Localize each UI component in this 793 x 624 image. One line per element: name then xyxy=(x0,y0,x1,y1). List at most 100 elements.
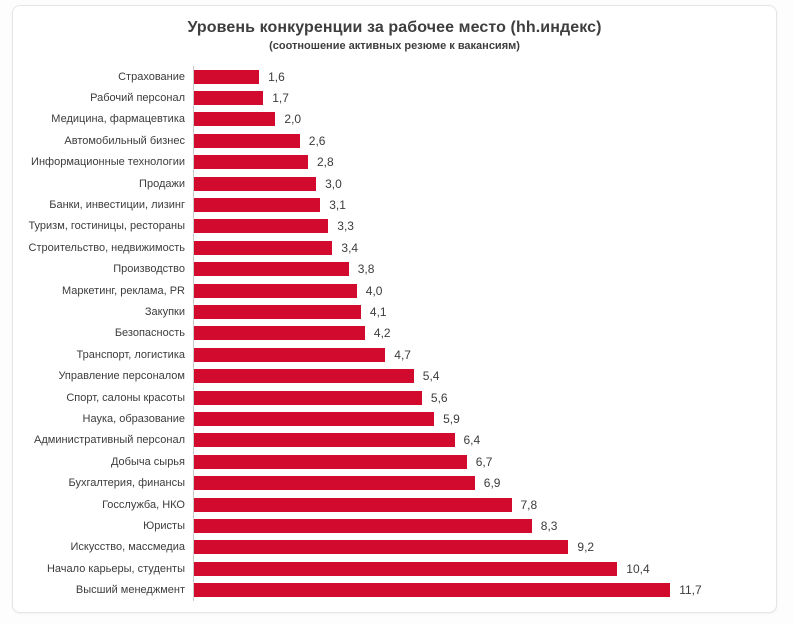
category-label: Юристы xyxy=(143,519,185,532)
value-label: 2,8 xyxy=(317,155,334,170)
chart-row: Наука, образование 5,9 xyxy=(13,408,776,430)
category-label: Транспорт, логистика xyxy=(76,348,185,361)
bar xyxy=(194,411,435,426)
plot-area: 5,6 xyxy=(193,386,776,409)
plot-area: 2,8 xyxy=(193,151,776,173)
value-label: 5,4 xyxy=(422,369,440,384)
category-label: Закупки xyxy=(144,305,185,318)
chart-card: Уровень конкуренции за рабочее место (hh… xyxy=(12,5,777,613)
plot-area: 10,4 xyxy=(193,557,776,580)
bar xyxy=(194,540,569,555)
value-label: 5,6 xyxy=(430,390,448,405)
value-label: 11,7 xyxy=(679,583,702,598)
bar xyxy=(194,133,300,148)
chart-row: Управление персоналом 5,4 xyxy=(13,365,776,387)
bar xyxy=(194,69,260,84)
plot-area: 5,9 xyxy=(193,408,776,430)
category-label: Управление персоналом xyxy=(58,370,185,383)
value-label: 4,7 xyxy=(394,347,411,362)
plot-area: 6,4 xyxy=(193,429,776,452)
category-label: Маркетинг, реклама, PR xyxy=(61,284,185,297)
bar xyxy=(194,262,349,277)
bar xyxy=(194,283,357,298)
chart-row: Маркетинг, реклама, PR 4,0 xyxy=(13,279,776,302)
bar xyxy=(194,91,264,106)
value-label: 9,2 xyxy=(577,540,595,555)
value-label: 1,7 xyxy=(272,91,289,106)
plot-area: 3,4 xyxy=(193,237,776,259)
plot-area: 3,1 xyxy=(193,194,776,216)
value-label: 3,0 xyxy=(325,176,342,191)
bar xyxy=(194,155,308,170)
chart-row: Безопасность 4,2 xyxy=(13,322,776,345)
bar xyxy=(194,497,512,512)
chart-row: Высший менеджмент 11,7 xyxy=(13,579,776,601)
bar xyxy=(194,433,455,448)
chart-row: Автомобильный бизнес 2,6 xyxy=(13,130,776,152)
value-label: 6,7 xyxy=(475,454,493,469)
bar xyxy=(194,561,618,576)
value-label: 4,0 xyxy=(365,283,383,298)
chart-row: Начало карьеры, студенты 10,4 xyxy=(13,557,776,580)
chart-row: Банки, инвестиции, лизинг 3,1 xyxy=(13,194,776,216)
chart-row: Юристы 8,3 xyxy=(13,515,776,537)
plot-area: 6,9 xyxy=(193,472,776,494)
plot-area: 4,2 xyxy=(193,322,776,345)
plot-area: 4,0 xyxy=(193,279,776,302)
chart-row: Закупки 4,1 xyxy=(13,301,776,323)
value-label: 3,3 xyxy=(337,219,354,234)
category-label: Бухгалтерия, финансы xyxy=(68,477,185,490)
category-label: Банки, инвестиции, лизинг xyxy=(49,199,185,212)
bar xyxy=(194,454,467,469)
category-label: Производство xyxy=(113,263,185,276)
category-label: Наука, образование xyxy=(82,412,185,425)
bar xyxy=(194,112,276,127)
plot-area: 4,7 xyxy=(193,344,776,366)
bar-chart: Страхование 1,6 Рабочий персонал 1,7 Мед… xyxy=(13,66,776,601)
plot-area: 7,8 xyxy=(193,493,776,516)
plot-area: 1,6 xyxy=(193,66,776,88)
chart-row: Госслужба, НКО 7,8 xyxy=(13,493,776,516)
chart-row: Медицина, фармацевтика 2,0 xyxy=(13,108,776,131)
bar xyxy=(194,369,414,384)
value-label: 1,6 xyxy=(268,69,285,84)
bar xyxy=(194,347,386,362)
plot-area: 6,7 xyxy=(193,451,776,473)
bar xyxy=(194,390,422,405)
bar xyxy=(194,326,365,341)
category-label: Добыча сырья xyxy=(110,455,185,468)
value-label: 6,9 xyxy=(483,476,501,491)
category-label: Безопасность xyxy=(114,327,185,340)
chart-row: Бухгалтерия, финансы 6,9 xyxy=(13,472,776,494)
chart-row: Спорт, салоны красоты 5,6 xyxy=(13,386,776,409)
category-label: Автомобильный бизнес xyxy=(64,134,185,147)
category-label: Начало карьеры, студенты xyxy=(46,562,185,575)
bar xyxy=(194,198,321,213)
value-label: 4,2 xyxy=(373,326,391,341)
value-label: 6,4 xyxy=(463,433,481,448)
chart-title: Уровень конкуренции за рабочее место (hh… xyxy=(187,19,602,36)
plot-area: 8,3 xyxy=(193,515,776,537)
value-label: 2,6 xyxy=(308,133,326,148)
category-label: Страхование xyxy=(118,70,185,83)
value-label: 7,8 xyxy=(520,497,538,512)
value-label: 5,9 xyxy=(443,411,460,426)
category-label: Продажи xyxy=(139,177,185,190)
chart-row: Административный персонал 6,4 xyxy=(13,429,776,452)
chart-row: Строительство, недвижимость 3,4 xyxy=(13,237,776,259)
bar xyxy=(194,219,329,234)
chart-row: Страхование 1,6 xyxy=(13,66,776,88)
plot-area: 9,2 xyxy=(193,536,776,558)
plot-area: 3,8 xyxy=(193,258,776,280)
bar xyxy=(194,240,333,255)
value-label: 3,1 xyxy=(329,198,346,213)
plot-area: 2,6 xyxy=(193,130,776,152)
plot-area: 3,3 xyxy=(193,215,776,238)
category-label: Информационные технологии xyxy=(31,156,185,169)
value-label: 8,3 xyxy=(540,518,558,533)
bar xyxy=(194,583,671,598)
value-label: 10,4 xyxy=(626,561,650,576)
plot-area: 4,1 xyxy=(193,301,776,323)
chart-row: Искусство, массмедиа 9,2 xyxy=(13,536,776,558)
value-label: 4,1 xyxy=(369,304,387,319)
